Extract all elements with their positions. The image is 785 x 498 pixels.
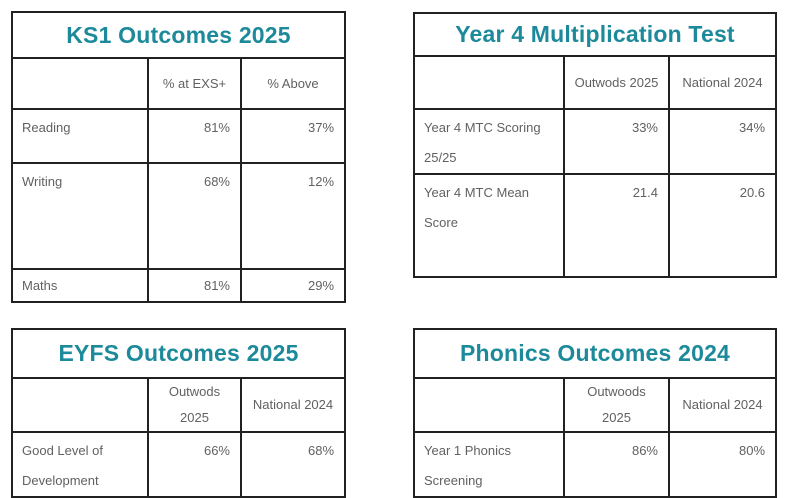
table-title: KS1 Outcomes 2025 <box>10 11 347 59</box>
table-row: Year 4 MTC Mean Score 21.4 20.6 <box>413 172 778 278</box>
column-header-national: National 2024 <box>239 377 347 433</box>
column-header-blank <box>11 57 149 110</box>
table-header-row: Outwoods 2025 National 2024 <box>413 377 778 433</box>
column-header-national: National 2024 <box>667 377 778 433</box>
cell-value: 12% <box>239 162 347 270</box>
cell-value: 34% <box>667 108 778 175</box>
cell-value: 68% <box>147 162 242 270</box>
phonics-table: Phonics Outcomes 2024 Outwoods 2025 Nati… <box>412 328 778 498</box>
table-phonics-outcomes: Phonics Outcomes 2024 Outwoods 2025 Nati… <box>412 328 778 498</box>
column-header-exs: % at EXS+ <box>147 57 242 110</box>
column-header-above: % Above <box>239 57 347 110</box>
cell-value: 21.4 <box>563 172 670 278</box>
table-row: Year 4 MTC Scoring 25/25 33% 34% <box>413 108 778 175</box>
table-header-row: % at EXS+ % Above <box>11 57 347 110</box>
table-title-row: Phonics Outcomes 2024 <box>412 328 778 379</box>
table-year4-multiplication-test: Year 4 Multiplication Test Outwods 2025 … <box>412 12 778 278</box>
table-row: Reading 81% 37% <box>11 108 347 164</box>
cell-value: 86% <box>563 431 670 498</box>
table-title: Year 4 Multiplication Test <box>412 12 778 57</box>
table-title: EYFS Outcomes 2025 <box>10 328 347 379</box>
ks1-table: KS1 Outcomes 2025 % at EXS+ % Above Read… <box>10 11 347 303</box>
cell-value: 20.6 <box>667 172 778 278</box>
column-header-national: National 2024 <box>667 55 778 110</box>
table-row: Good Level of Development 66% 68% <box>11 431 347 498</box>
row-label: Reading <box>11 108 149 164</box>
table-header-row: Outwods 2025 National 2024 <box>11 377 347 433</box>
table-eyfs-outcomes: EYFS Outcomes 2025 Outwods 2025 National… <box>10 328 347 498</box>
column-header-outwods: Outwods 2025 <box>147 377 242 433</box>
column-header-outwoods: Outwoods 2025 <box>563 377 670 433</box>
table-header-row: Outwods 2025 National 2024 <box>413 55 778 110</box>
cell-value: 81% <box>147 268 242 303</box>
table-ks1-outcomes: KS1 Outcomes 2025 % at EXS+ % Above Read… <box>10 11 347 303</box>
cell-value: 68% <box>239 431 347 498</box>
column-header-blank <box>11 377 149 433</box>
year4-mtc-table: Year 4 Multiplication Test Outwods 2025 … <box>412 12 778 278</box>
cell-value: 29% <box>239 268 347 303</box>
table-title-row: EYFS Outcomes 2025 <box>10 328 347 379</box>
eyfs-table: EYFS Outcomes 2025 Outwods 2025 National… <box>10 328 347 498</box>
cell-value: 66% <box>147 431 242 498</box>
cell-value: 81% <box>147 108 242 164</box>
row-label: Year 1 Phonics Screening <box>413 431 565 498</box>
row-label: Writing <box>11 162 149 270</box>
column-header-blank <box>413 55 565 110</box>
cell-value: 80% <box>667 431 778 498</box>
table-title-row: KS1 Outcomes 2025 <box>10 11 347 59</box>
table-row: Writing 68% 12% <box>11 162 347 270</box>
table-row: Maths 81% 29% <box>11 268 347 303</box>
table-title-row: Year 4 Multiplication Test <box>412 12 778 57</box>
table-title: Phonics Outcomes 2024 <box>412 328 778 379</box>
cell-value: 37% <box>239 108 347 164</box>
row-label: Year 4 MTC Scoring 25/25 <box>413 108 565 175</box>
row-label: Year 4 MTC Mean Score <box>413 172 565 278</box>
column-header-outwods: Outwods 2025 <box>563 55 670 110</box>
column-header-blank <box>413 377 565 433</box>
cell-value: 33% <box>563 108 670 175</box>
row-label: Maths <box>11 268 149 303</box>
table-row: Year 1 Phonics Screening 86% 80% <box>413 431 778 498</box>
row-label: Good Level of Development <box>11 431 149 498</box>
